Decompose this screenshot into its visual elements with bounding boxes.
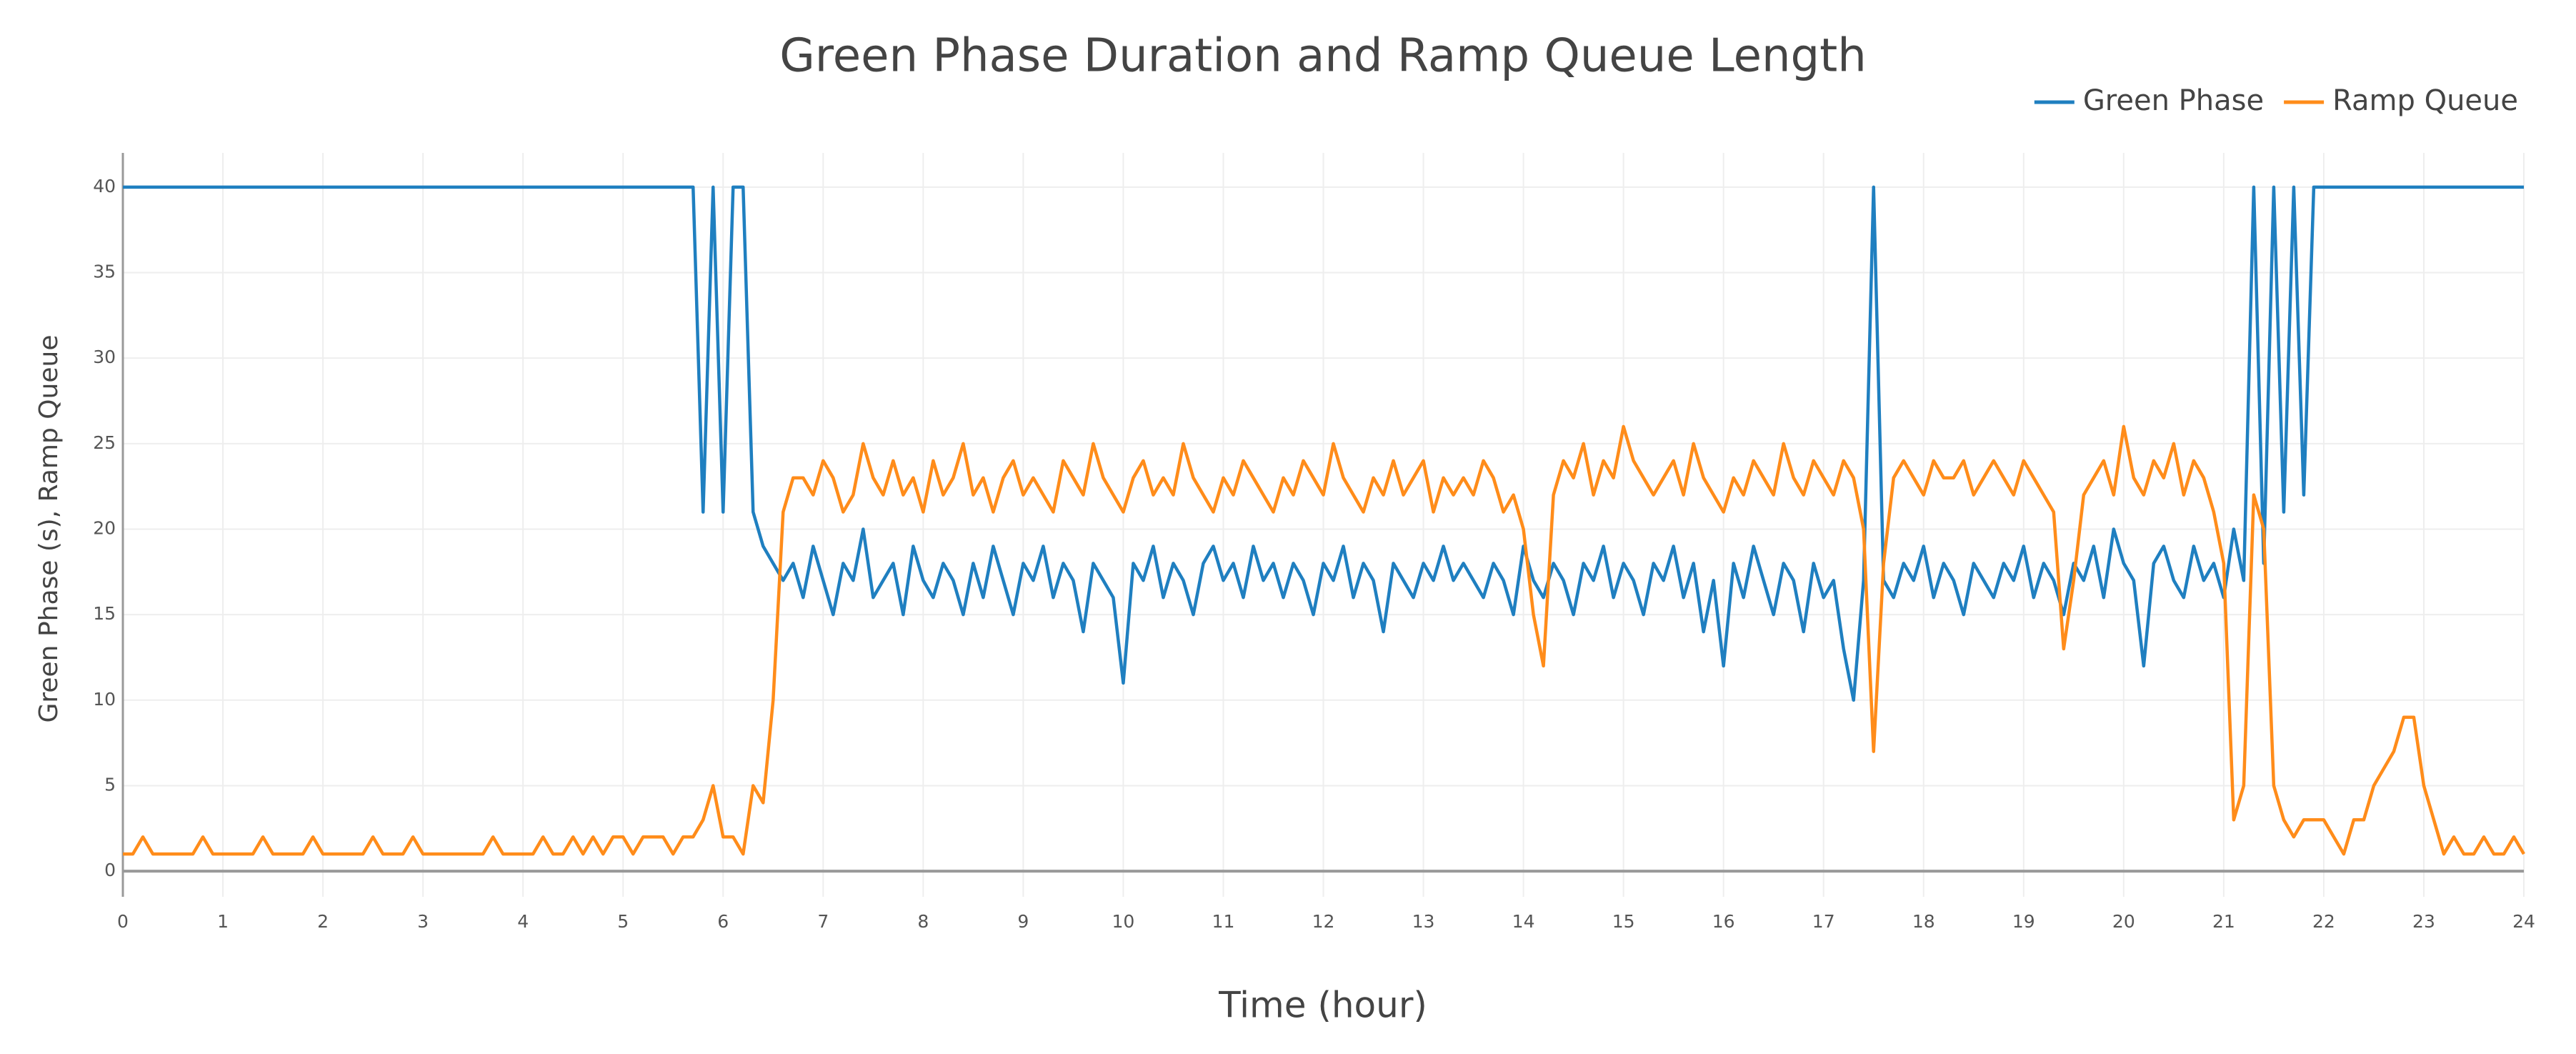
x-tick-label: 1 <box>217 911 229 932</box>
x-tick-label: 13 <box>1412 911 1435 932</box>
x-tick-label: 8 <box>917 911 929 932</box>
y-tick-label: 10 <box>93 689 116 710</box>
y-tick-label: 35 <box>93 262 116 282</box>
y-tick-label: 20 <box>93 517 116 538</box>
x-tick-label: 18 <box>1912 911 1935 932</box>
x-tick-label: 6 <box>717 911 729 932</box>
legend-label: Ramp Queue <box>2332 84 2518 117</box>
x-tick-label: 16 <box>1712 911 1735 932</box>
x-tick-label: 15 <box>1612 911 1635 932</box>
y-axis-title: Green Phase (s), Ramp Queue <box>34 334 64 722</box>
y-tick-label: 30 <box>93 347 116 367</box>
x-tick-label: 4 <box>517 911 529 932</box>
x-tick-label: 19 <box>2012 911 2035 932</box>
x-tick-label: 24 <box>2512 911 2535 932</box>
y-tick-label: 0 <box>104 860 116 880</box>
x-tick-label: 5 <box>617 911 629 932</box>
x-tick-label: 9 <box>1017 911 1029 932</box>
legend-label: Green Phase <box>2083 84 2264 117</box>
y-tick-label: 15 <box>93 603 116 624</box>
chart-title: Green Phase Duration and Ramp Queue Leng… <box>779 30 1867 83</box>
x-tick-label: 2 <box>317 911 329 932</box>
x-tick-label: 12 <box>1312 911 1335 932</box>
x-tick-label: 21 <box>2212 911 2235 932</box>
x-tick-label: 14 <box>1512 911 1535 932</box>
y-tick-label: 40 <box>93 176 116 197</box>
legend: Green Phase Ramp Queue <box>2034 84 2518 117</box>
y-tick-label: 5 <box>104 774 116 795</box>
x-tick-label: 22 <box>2312 911 2335 932</box>
x-tick-label: 7 <box>817 911 829 932</box>
x-tick-label: 20 <box>2112 911 2135 932</box>
x-axis-title: Time (hour) <box>1218 985 1427 1026</box>
x-tick-label: 23 <box>2412 911 2435 932</box>
x-tick-label: 0 <box>117 911 129 932</box>
x-tick-label: 11 <box>1212 911 1235 932</box>
series-line <box>123 185 2524 702</box>
series-line <box>123 424 2525 856</box>
x-tick-label: 3 <box>417 911 429 932</box>
x-tick-label: 10 <box>1112 911 1135 932</box>
y-tick-label: 25 <box>93 432 116 453</box>
x-tick-label: 17 <box>1812 911 1835 932</box>
